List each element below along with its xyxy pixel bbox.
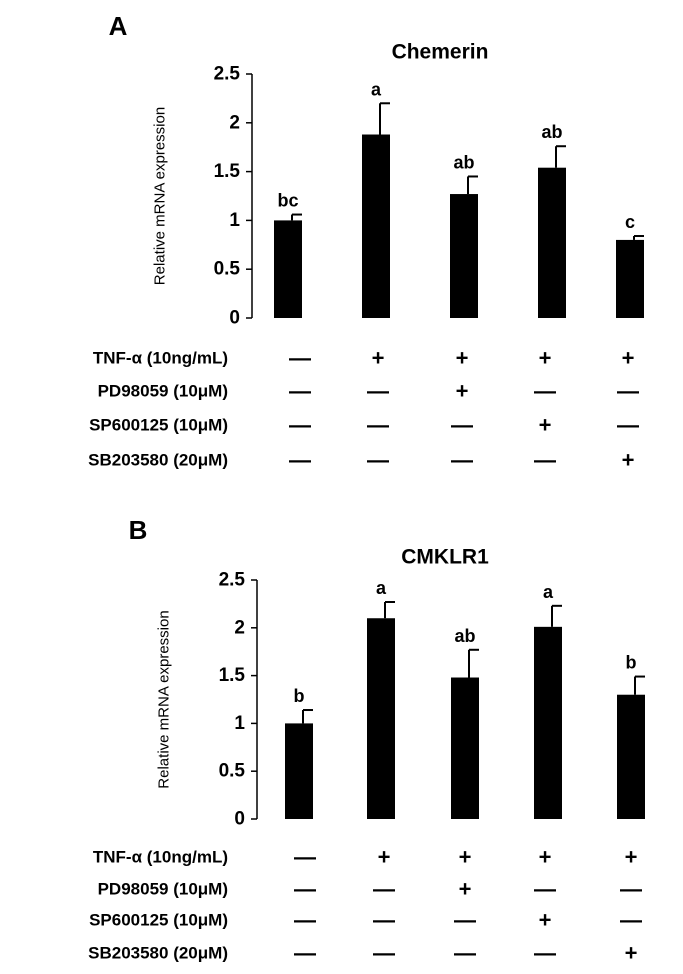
treatment-sign: — bbox=[534, 941, 556, 966]
treatment-sign: — bbox=[454, 908, 476, 933]
bar bbox=[616, 239, 644, 318]
treatment-sign: — bbox=[289, 379, 311, 404]
y-tick-label: 0 bbox=[234, 809, 245, 830]
treatment-label: PD98059 (10μM) bbox=[98, 880, 228, 899]
y-tick-label: 2.5 bbox=[219, 570, 246, 591]
y-axis-label: Relative mRNA expression bbox=[152, 107, 169, 285]
panel-letter: B bbox=[129, 515, 148, 545]
treatment-sign: — bbox=[373, 908, 395, 933]
treatment-label: SB203580 (20μM) bbox=[88, 944, 228, 963]
treatment-sign: — bbox=[451, 413, 473, 438]
treatment-sign: — bbox=[451, 448, 473, 473]
treatment-sign: — bbox=[294, 908, 316, 933]
significance-label: b bbox=[294, 686, 305, 706]
significance-label: ab bbox=[541, 122, 562, 142]
y-tick-label: 0.5 bbox=[219, 761, 246, 782]
panel-letter: A bbox=[109, 11, 128, 41]
significance-label: bc bbox=[277, 191, 298, 211]
treatment-sign: — bbox=[294, 877, 316, 902]
y-tick-label: 0.5 bbox=[214, 259, 241, 280]
y-tick-label: 2 bbox=[229, 112, 240, 133]
y-tick-label: 1 bbox=[234, 713, 245, 734]
y-axis-label: Relative mRNA expression bbox=[156, 610, 173, 788]
treatment-sign: — bbox=[617, 413, 639, 438]
treatment-sign: + bbox=[378, 845, 391, 870]
treatment-sign: + bbox=[459, 845, 472, 870]
chart-title: Chemerin bbox=[392, 41, 489, 64]
treatment-sign: — bbox=[289, 448, 311, 473]
treatment-sign: — bbox=[367, 379, 389, 404]
significance-label: c bbox=[625, 212, 635, 232]
treatment-sign: + bbox=[625, 845, 638, 870]
treatment-sign: — bbox=[373, 941, 395, 966]
bar bbox=[450, 194, 478, 318]
treatment-sign: + bbox=[539, 346, 552, 371]
treatment-sign: — bbox=[373, 877, 395, 902]
treatment-sign: — bbox=[367, 413, 389, 438]
bar bbox=[367, 618, 395, 819]
treatment-sign: + bbox=[622, 346, 635, 371]
y-tick-label: 1.5 bbox=[219, 665, 246, 686]
chart-panel-b: B CMKLR1 0 0.5 1 1.5 2 2.5 Relative mRNA express… bbox=[88, 515, 645, 966]
treatment-sign: — bbox=[289, 413, 311, 438]
treatment-label: PD98059 (10μM) bbox=[98, 382, 228, 401]
significance-label: a bbox=[376, 578, 387, 598]
treatment-sign: — bbox=[617, 379, 639, 404]
y-tick-label: 1 bbox=[229, 210, 240, 231]
treatment-label: SP600125 (10μM) bbox=[89, 911, 228, 930]
treatment-label: SP600125 (10μM) bbox=[89, 416, 228, 435]
bar bbox=[451, 677, 479, 819]
treatment-sign: + bbox=[456, 379, 469, 404]
treatment-sign: + bbox=[539, 845, 552, 870]
treatment-sign: — bbox=[294, 845, 316, 870]
treatment-sign: — bbox=[289, 346, 311, 371]
treatment-label: TNF-α (10ng/mL) bbox=[93, 349, 228, 368]
bar bbox=[285, 723, 313, 819]
chart-title: CMKLR1 bbox=[401, 546, 489, 569]
bar bbox=[617, 694, 645, 819]
treatment-sign: — bbox=[534, 379, 556, 404]
treatment-label: SB203580 (20μM) bbox=[88, 451, 228, 470]
significance-label: ab bbox=[454, 626, 475, 646]
treatment-sign: — bbox=[454, 941, 476, 966]
bar bbox=[538, 167, 566, 318]
treatment-sign: — bbox=[620, 908, 642, 933]
y-tick-label: 0 bbox=[229, 308, 240, 329]
significance-label: a bbox=[543, 582, 554, 602]
bar bbox=[534, 626, 562, 819]
significance-label: a bbox=[371, 79, 382, 99]
treatment-sign: + bbox=[459, 877, 472, 902]
significance-label: b bbox=[626, 653, 637, 673]
bar bbox=[274, 220, 302, 318]
treatment-sign: — bbox=[534, 448, 556, 473]
treatment-sign: — bbox=[294, 941, 316, 966]
treatment-sign: + bbox=[622, 448, 635, 473]
treatment-label: TNF-α (10ng/mL) bbox=[93, 848, 228, 867]
chart-panel-a: A Chemerin 0 0.5 1 1.5 2 2.5 Relative mRNA expre… bbox=[88, 11, 644, 473]
significance-label: ab bbox=[453, 152, 474, 172]
y-tick-label: 2.5 bbox=[214, 64, 241, 85]
y-tick-label: 2 bbox=[234, 617, 245, 638]
treatment-sign: + bbox=[625, 941, 638, 966]
treatment-sign: + bbox=[539, 413, 552, 438]
treatment-sign: — bbox=[367, 448, 389, 473]
treatment-sign: — bbox=[534, 877, 556, 902]
y-tick-label: 1.5 bbox=[214, 161, 241, 182]
treatment-sign: + bbox=[456, 346, 469, 371]
treatment-sign: — bbox=[620, 877, 642, 902]
treatment-sign: + bbox=[539, 908, 552, 933]
bar bbox=[362, 134, 390, 318]
treatment-sign: + bbox=[372, 346, 385, 371]
